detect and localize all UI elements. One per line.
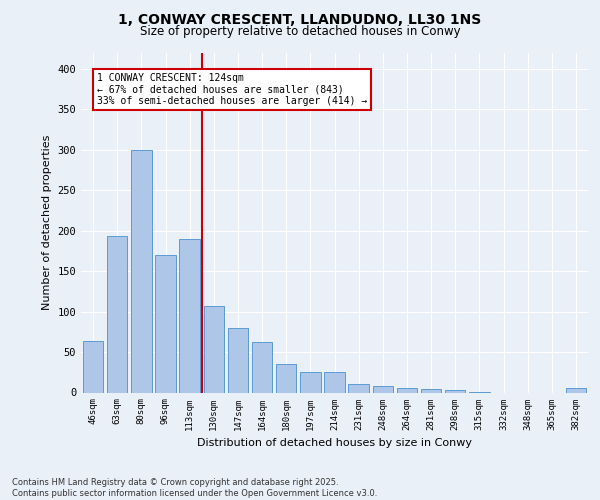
X-axis label: Distribution of detached houses by size in Conwy: Distribution of detached houses by size … — [197, 438, 472, 448]
Bar — [107, 236, 127, 392]
Bar — [373, 386, 393, 392]
Bar — [179, 238, 200, 392]
Bar — [397, 388, 417, 392]
Bar — [276, 364, 296, 392]
Bar — [324, 372, 345, 392]
Bar — [252, 342, 272, 392]
Text: 1 CONWAY CRESCENT: 124sqm
← 67% of detached houses are smaller (843)
33% of semi: 1 CONWAY CRESCENT: 124sqm ← 67% of detac… — [97, 72, 367, 106]
Text: Contains HM Land Registry data © Crown copyright and database right 2025.
Contai: Contains HM Land Registry data © Crown c… — [12, 478, 377, 498]
Bar — [421, 390, 442, 392]
Bar — [155, 255, 176, 392]
Bar — [131, 150, 152, 392]
Text: 1, CONWAY CRESCENT, LLANDUDNO, LL30 1NS: 1, CONWAY CRESCENT, LLANDUDNO, LL30 1NS — [118, 12, 482, 26]
Bar — [349, 384, 369, 392]
Text: Size of property relative to detached houses in Conwy: Size of property relative to detached ho… — [140, 25, 460, 38]
Bar — [566, 388, 586, 392]
Bar — [227, 328, 248, 392]
Bar — [83, 340, 103, 392]
Bar — [203, 306, 224, 392]
Bar — [445, 390, 466, 392]
Bar — [300, 372, 320, 392]
Y-axis label: Number of detached properties: Number of detached properties — [42, 135, 52, 310]
